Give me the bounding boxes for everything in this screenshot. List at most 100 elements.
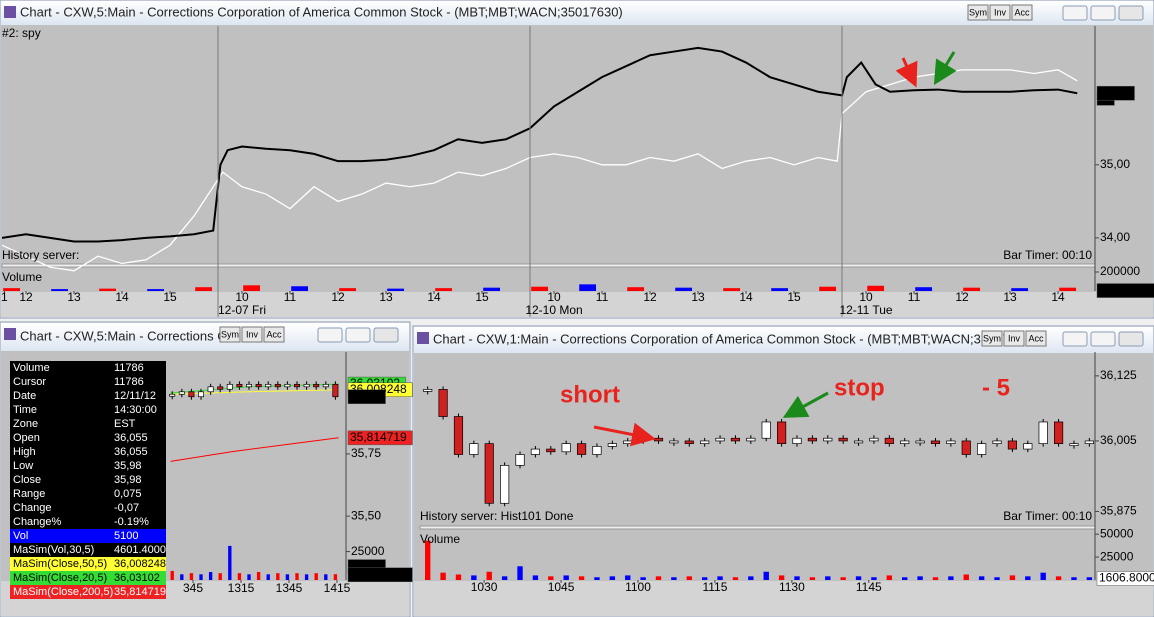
volume-bar [51, 289, 69, 291]
x-tick-label: 1115 [702, 580, 727, 594]
indicator-value: 35,814719 [114, 586, 166, 598]
x-tick-label: 1 [1, 290, 8, 304]
y-tick-label: 35,75 [351, 446, 381, 460]
candle-body [823, 437, 833, 442]
annotation-arrow [593, 422, 656, 447]
candle-body [1023, 443, 1033, 450]
data-row-value: 35,98 [114, 460, 142, 472]
window-control[interactable] [1062, 331, 1088, 347]
y-tick-label: 200000 [1100, 264, 1140, 278]
window-control[interactable] [1118, 5, 1144, 21]
volume-bar [486, 571, 492, 580]
x-tick-label: 11 [908, 290, 921, 304]
status-left: History server: Hist101 Done [420, 509, 574, 523]
window-control[interactable] [373, 327, 399, 343]
volume-bar [548, 576, 554, 580]
annotation-arrow [782, 391, 829, 418]
x-tick-label: 1315 [228, 581, 255, 595]
candle-body [777, 421, 787, 445]
volume-bar [304, 574, 309, 580]
volume-bar [1086, 577, 1093, 580]
candle-body [900, 440, 910, 445]
date-label: 12-07 Fri [218, 303, 266, 317]
toolbar-button[interactable] [989, 4, 1011, 21]
toolbar-button[interactable] [981, 330, 1003, 347]
app-icon [417, 332, 429, 344]
x-tick-label: 13 [1003, 290, 1017, 304]
candle-body [576, 443, 587, 455]
pane-splitter [1, 263, 1096, 268]
toolbar-button[interactable] [263, 326, 285, 343]
x-tick-label: 10 [859, 290, 873, 304]
x-tick-label: 12 [19, 290, 33, 304]
data-row-label: Change% [13, 516, 62, 528]
indicator-row [10, 557, 166, 571]
candle-body [217, 386, 224, 390]
volume-bar [147, 289, 165, 291]
candle-body [607, 443, 617, 447]
candle-body [303, 383, 310, 388]
price-box-label: 35,98 [1099, 85, 1129, 99]
window-control[interactable] [317, 327, 343, 343]
status-left: History server: [2, 248, 79, 262]
volume-bar [825, 576, 831, 580]
window-control[interactable] [1090, 331, 1116, 347]
volume-bar [1040, 572, 1046, 580]
volume-bar [483, 287, 501, 291]
volume-bar [963, 574, 969, 580]
candle-body [684, 440, 694, 445]
volume-bar [948, 576, 954, 580]
x-tick-label: 14 [115, 290, 129, 304]
volume-bar [99, 288, 117, 291]
candle-body [792, 437, 802, 445]
volume-bar [675, 287, 693, 291]
candle-body [438, 389, 448, 417]
price-box-label: 35,98 [350, 389, 380, 403]
volume-bar [640, 577, 646, 580]
toolbar-button[interactable] [1011, 4, 1033, 21]
x-tick-label: 14 [427, 290, 441, 304]
toolbar-button[interactable] [241, 326, 263, 343]
toolbar-button[interactable] [219, 326, 241, 343]
data-row-label: Range [13, 488, 45, 500]
x-tick-label: 11 [284, 290, 297, 304]
data-row-value: 14:30:00 [114, 404, 157, 416]
candle-body [274, 383, 281, 388]
candle-body [992, 440, 1002, 445]
toolbar-button[interactable] [1003, 330, 1025, 347]
candle-body [746, 437, 756, 442]
candle-body [453, 416, 464, 455]
volume-bar [763, 571, 769, 580]
volume-bar [1055, 576, 1062, 580]
window-control[interactable] [1062, 5, 1088, 21]
volume-bar [671, 577, 677, 580]
volume-bar [867, 285, 885, 291]
x-tick-label: 15 [475, 290, 489, 304]
x-tick-label: 15 [787, 290, 801, 304]
volume-bar [218, 573, 222, 580]
volume-bar [531, 286, 549, 291]
window-control[interactable] [345, 327, 371, 343]
toolbar-button[interactable] [1025, 330, 1047, 347]
window-control[interactable] [1118, 331, 1144, 347]
x-tick-label: 12 [331, 290, 345, 304]
candle-body [515, 454, 525, 466]
candle-body [169, 393, 176, 397]
volume-bar [276, 573, 280, 580]
volume-bar [609, 576, 616, 580]
plot-group [2, 46, 1078, 291]
plot-group [169, 381, 339, 580]
price-box [347, 430, 413, 446]
indicator-row [10, 585, 166, 599]
window-control[interactable] [1090, 5, 1116, 21]
volume-bar [291, 286, 309, 291]
toolbar-button[interactable] [967, 4, 989, 21]
volume-bar [819, 286, 837, 291]
volume-bar [435, 288, 453, 291]
moving-average-line [170, 437, 339, 462]
overlay-label: #2: spy [2, 26, 41, 40]
candle-body [884, 437, 894, 445]
window-title: Chart - CXW,1:Main - Corrections Corpora… [433, 331, 1010, 346]
candle-body [423, 389, 433, 392]
toolbar-button-label: Inv [1008, 333, 1021, 343]
